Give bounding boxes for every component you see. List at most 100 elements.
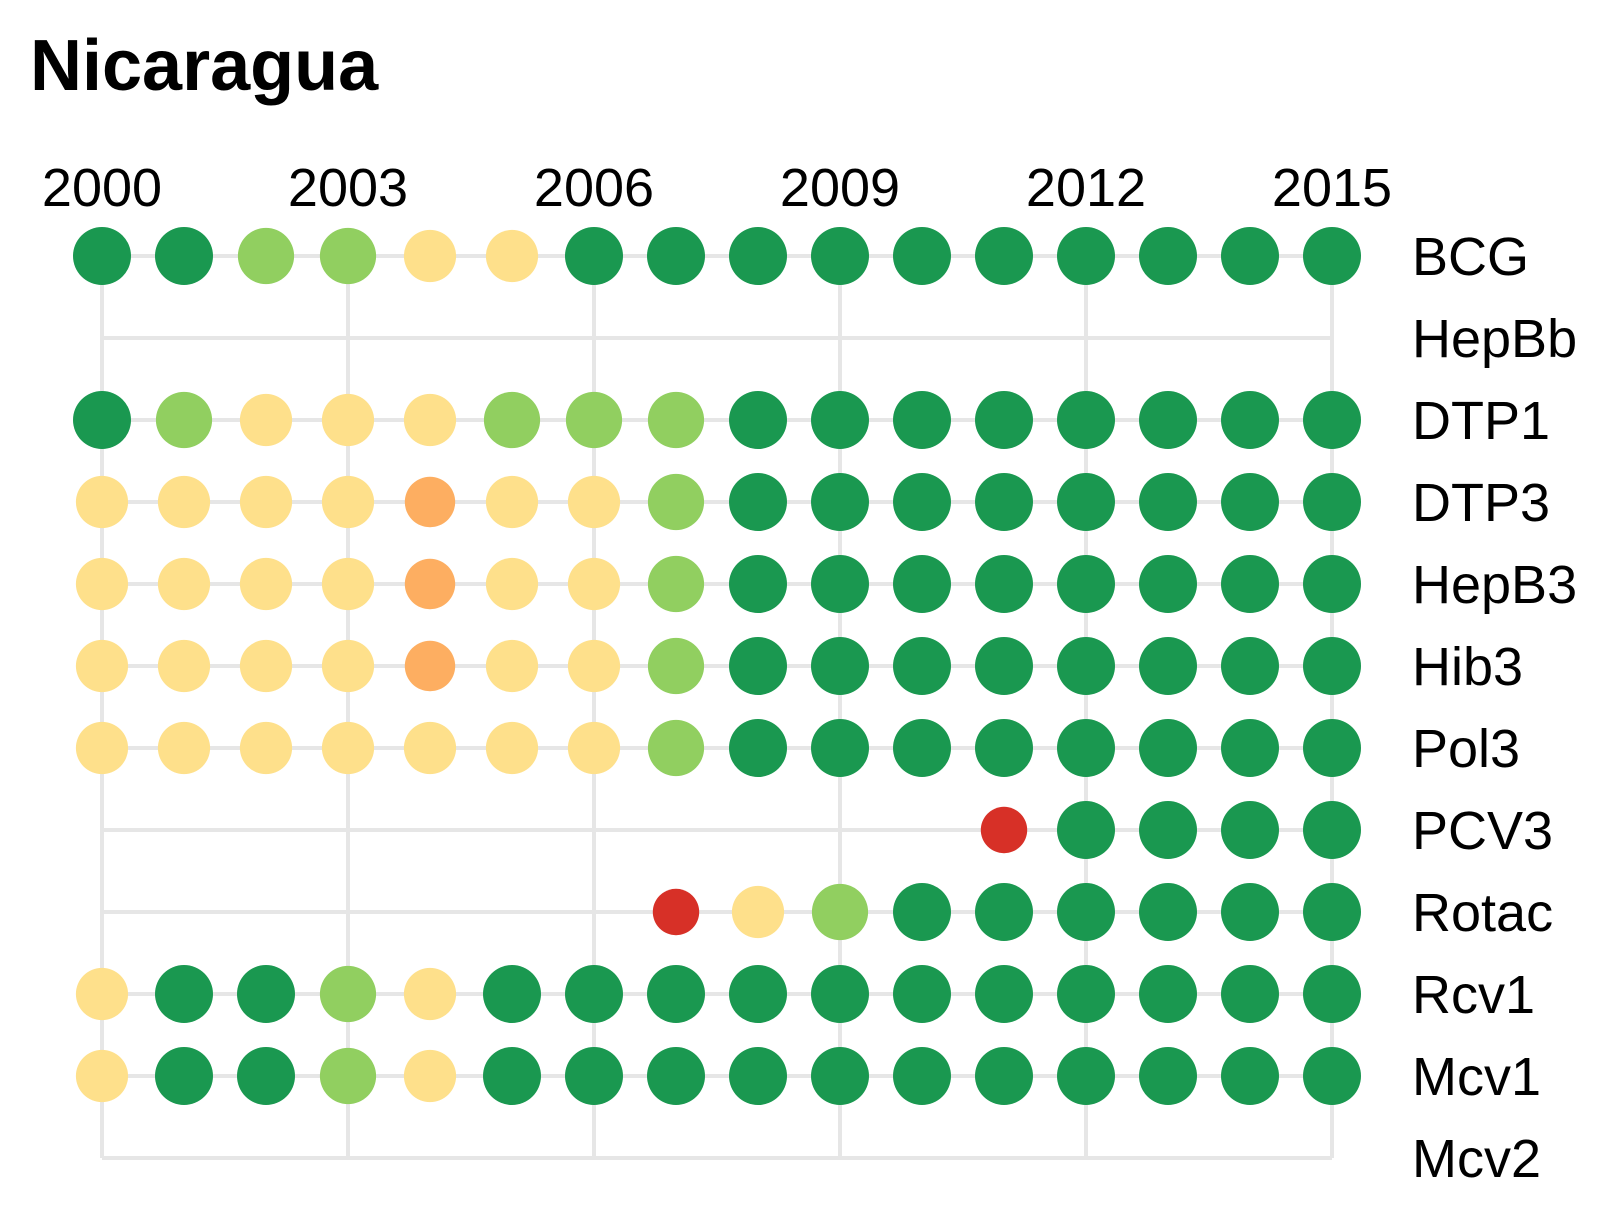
- dot-dtp3-2002: [239, 475, 293, 529]
- dot-hepb3-2001: [157, 557, 211, 611]
- dot-pol3-2014: [1221, 719, 1279, 777]
- x-tick-label-2012: 2012: [1026, 158, 1146, 218]
- dot-hepb3-2011: [975, 555, 1033, 613]
- row-label-dtp3: DTP3: [1412, 473, 1550, 533]
- dot-rotac-2011: [975, 883, 1033, 941]
- dot-rcv1-2003: [319, 965, 377, 1023]
- dot-pol3-2001: [157, 721, 211, 775]
- dot-rotac-2009: [811, 883, 869, 941]
- dot-pol3-2011: [975, 719, 1033, 777]
- dot-dtp1-2006: [565, 391, 623, 449]
- dot-rcv1-2015: [1303, 965, 1361, 1023]
- dot-pol3-2004: [403, 721, 457, 775]
- dot-hepb3-2010: [893, 555, 951, 613]
- dot-mcv1-2002: [237, 1047, 295, 1105]
- dot-rcv1-2011: [975, 965, 1033, 1023]
- row-label-bcg: BCG: [1412, 227, 1529, 287]
- dot-hepb3-2000: [75, 557, 129, 611]
- vaccine-row-labels: BCG HepBb DTP1 DTP3 HepB3 Hib3 Pol3 PCV3 Rotac Rc…: [1412, 227, 1577, 1189]
- dot-pol3-2007: [647, 719, 705, 777]
- dot-bcg-2001: [155, 227, 213, 285]
- dot-hib3-2015: [1303, 637, 1361, 695]
- row-label-hepbb: HepBb: [1412, 309, 1577, 369]
- row-label-mcv1: Mcv1: [1412, 1047, 1541, 1107]
- dot-dtp3-2006: [567, 475, 621, 529]
- dot-dtp1-2010: [893, 391, 951, 449]
- dot-hib3-2006: [567, 639, 621, 693]
- dot-rcv1-2013: [1139, 965, 1197, 1023]
- dot-rcv1-2012: [1057, 965, 1115, 1023]
- dot-hepb3-2013: [1139, 555, 1197, 613]
- dot-bcg-2000: [73, 227, 131, 285]
- dot-mcv1-2003: [319, 1047, 377, 1105]
- grid-lines: [100, 254, 1334, 1160]
- dot-bcg-2014: [1221, 227, 1279, 285]
- chart-title: Nicaragua: [30, 26, 379, 106]
- dot-hib3-2013: [1139, 637, 1197, 695]
- dot-rcv1-2001: [155, 965, 213, 1023]
- dot-bcg-2015: [1303, 227, 1361, 285]
- dot-mcv1-2007: [647, 1047, 705, 1105]
- dot-rotac-2010: [893, 883, 951, 941]
- dot-pol3-2005: [485, 721, 539, 775]
- dot-hepb3-2007: [647, 555, 705, 613]
- dot-mcv1-2011: [975, 1047, 1033, 1105]
- dot-rotac-2014: [1221, 883, 1279, 941]
- dot-mcv1-2012: [1057, 1047, 1115, 1105]
- row-label-hepb3: HepB3: [1412, 555, 1577, 615]
- dot-pol3-2010: [893, 719, 951, 777]
- dot-dtp3-2000: [75, 475, 129, 529]
- dot-rcv1-2004: [403, 967, 457, 1021]
- x-tick-label-2000: 2000: [42, 158, 162, 218]
- x-tick-label-2015: 2015: [1272, 158, 1392, 218]
- dot-rcv1-2008: [729, 965, 787, 1023]
- dot-mcv1-2014: [1221, 1047, 1279, 1105]
- dot-mcv1-2004: [403, 1049, 457, 1103]
- dot-hib3-2007: [647, 637, 705, 695]
- dot-dtp3-2005: [485, 475, 539, 529]
- dot-hib3-2008: [729, 637, 787, 695]
- dot-hib3-2009: [811, 637, 869, 695]
- dot-bcg-2013: [1139, 227, 1197, 285]
- dot-dtp1-2001: [155, 391, 213, 449]
- dot-pol3-2006: [567, 721, 621, 775]
- row-label-pol3: Pol3: [1412, 719, 1520, 779]
- dot-hib3-2010: [893, 637, 951, 695]
- dot-bcg-2006: [565, 227, 623, 285]
- dot-rotac-2012: [1057, 883, 1115, 941]
- dot-rcv1-2007: [647, 965, 705, 1023]
- dot-hepb3-2005: [485, 557, 539, 611]
- dot-dtp1-2007: [647, 391, 705, 449]
- dot-mcv1-2008: [729, 1047, 787, 1105]
- dot-bcg-2012: [1057, 227, 1115, 285]
- dot-pcv3-2011: [980, 806, 1028, 854]
- x-axis-tick-labels: 2000 2003 2006 2009 2012 2015: [42, 158, 1392, 218]
- dot-dtp3-2012: [1057, 473, 1115, 531]
- dot-dtp1-2012: [1057, 391, 1115, 449]
- dot-pol3-2009: [811, 719, 869, 777]
- dot-hib3-2002: [239, 639, 293, 693]
- dot-dtp1-2011: [975, 391, 1033, 449]
- dot-dtp3-2013: [1139, 473, 1197, 531]
- dot-mcv1-2000: [75, 1049, 129, 1103]
- dot-dtp1-2003: [321, 393, 375, 447]
- x-tick-label-2003: 2003: [288, 158, 408, 218]
- dot-dtp3-2009: [811, 473, 869, 531]
- dot-rcv1-2010: [893, 965, 951, 1023]
- dot-hib3-2005: [485, 639, 539, 693]
- dot-dtp1-2005: [483, 391, 541, 449]
- dot-dtp1-2004: [403, 393, 457, 447]
- dot-hepb3-2012: [1057, 555, 1115, 613]
- dot-hepb3-2003: [321, 557, 375, 611]
- x-tick-label-2006: 2006: [534, 158, 654, 218]
- dot-bcg-2007: [647, 227, 705, 285]
- dot-hib3-2001: [157, 639, 211, 693]
- dot-dtp3-2011: [975, 473, 1033, 531]
- dot-hib3-2003: [321, 639, 375, 693]
- dot-bcg-2002: [237, 227, 295, 285]
- dot-dtp3-2004: [404, 476, 456, 528]
- dot-dtp3-2010: [893, 473, 951, 531]
- dot-pol3-2013: [1139, 719, 1197, 777]
- dot-rcv1-2002: [237, 965, 295, 1023]
